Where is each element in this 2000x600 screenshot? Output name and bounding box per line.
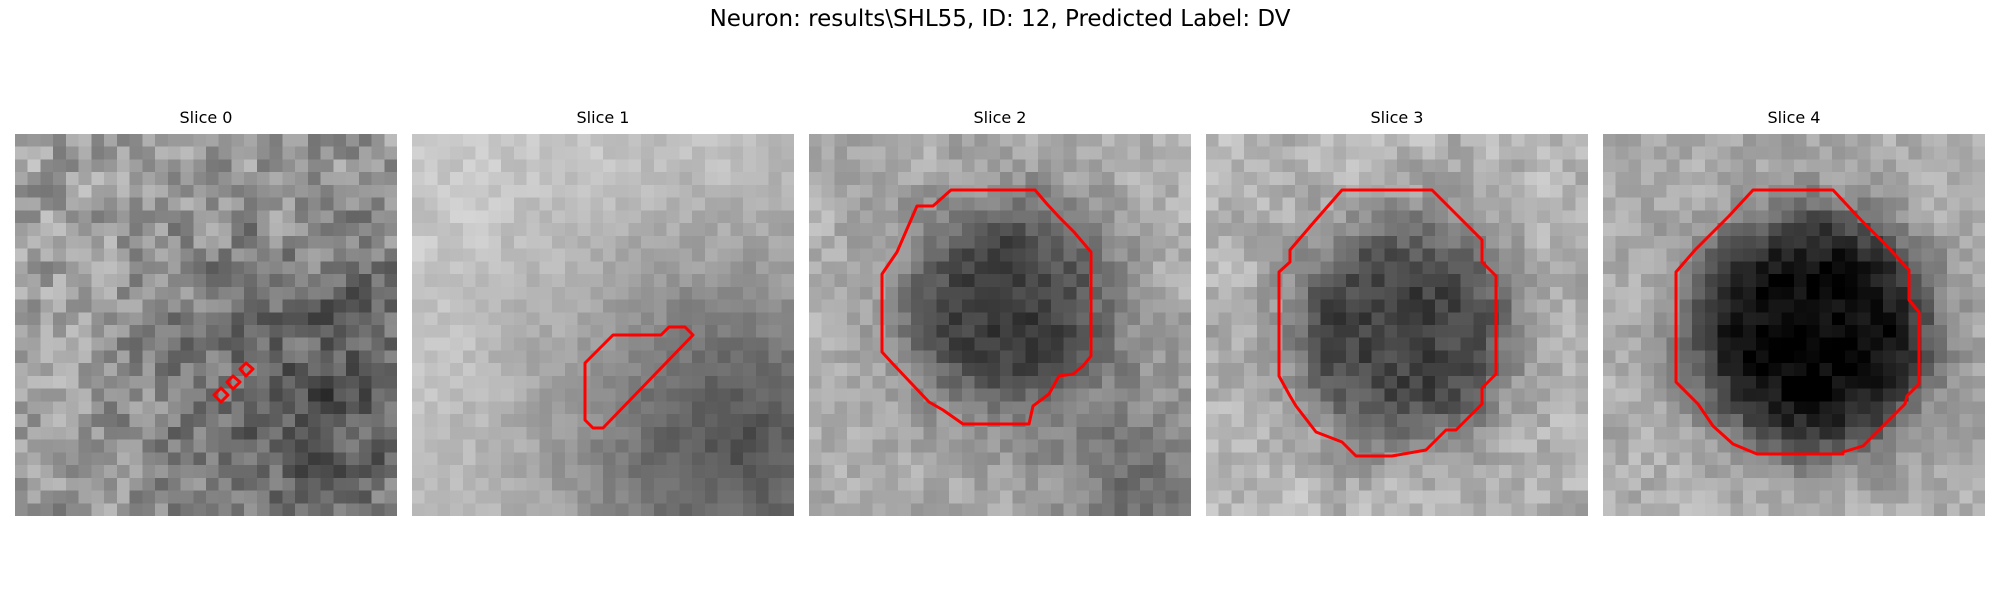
slice-image (15, 134, 397, 516)
slice-image (1603, 134, 1985, 516)
grayscale-slice (15, 134, 397, 516)
roi-contour-overlay (880, 188, 1093, 426)
roi-contour (238, 361, 255, 378)
roi-contour-overlay (1277, 188, 1498, 458)
slice-image (412, 134, 794, 516)
roi-contour (1277, 188, 1498, 458)
grayscale-slice (1603, 134, 1985, 516)
slice-panel-2: Slice 2 (809, 108, 1191, 518)
grayscale-slice (809, 134, 1191, 516)
grayscale-slice (1206, 134, 1588, 516)
slice-title: Slice 1 (576, 108, 630, 127)
roi-contour-overlay (212, 361, 255, 404)
roi-contour (225, 374, 242, 391)
roi-contour (212, 386, 230, 404)
slice-title: Slice 3 (1370, 108, 1424, 127)
roi-contour-overlay (1674, 188, 1921, 456)
slice-title: Slice 4 (1767, 108, 1821, 127)
slice-panel-4: Slice 4 (1603, 108, 1985, 518)
roi-contour (1674, 188, 1921, 456)
slice-panel-3: Slice 3 (1206, 108, 1588, 518)
grayscale-slice (412, 134, 794, 516)
roi-contour (880, 188, 1093, 426)
slice-title: Slice 0 (179, 108, 233, 127)
slice-image (809, 134, 1191, 516)
slice-image (1206, 134, 1588, 516)
roi-contour (583, 325, 695, 430)
slice-panel-0: Slice 0 (15, 108, 397, 518)
roi-contour-overlay (583, 325, 695, 430)
slice-title: Slice 2 (973, 108, 1027, 127)
slice-panel-1: Slice 1 (412, 108, 794, 518)
figure-title: Neuron: results\SHL55, ID: 12, Predicted… (709, 6, 1291, 32)
